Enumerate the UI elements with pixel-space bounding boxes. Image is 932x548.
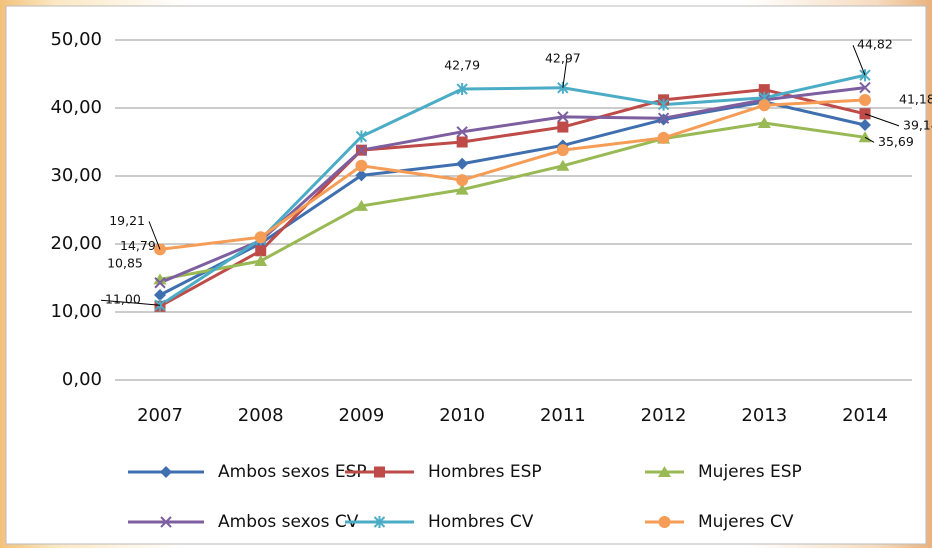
marker (355, 159, 368, 172)
marker (657, 131, 670, 144)
y-tick-label: 10,00 (50, 301, 102, 322)
data-label: 42,97 (545, 50, 581, 65)
marker (758, 84, 770, 96)
leader-line (852, 45, 866, 76)
y-tick-label: 0,00 (62, 369, 102, 390)
marker (153, 273, 167, 285)
marker (758, 99, 771, 112)
x-tick-label: 2011 (540, 405, 586, 426)
marker (455, 183, 469, 195)
marker (556, 144, 569, 157)
marker (859, 81, 871, 94)
y-tick-label: 20,00 (50, 233, 102, 254)
marker (657, 112, 670, 124)
y-tick-label: 50,00 (50, 29, 102, 50)
data-label: 41,18 (899, 91, 932, 106)
marker (154, 289, 166, 301)
series-line (159, 88, 866, 308)
x-tick-label: 2012 (641, 405, 687, 426)
legend-marker (160, 466, 172, 478)
marker (255, 245, 267, 257)
x-tick-label: 2014 (842, 405, 888, 426)
leader-line (100, 299, 161, 306)
marker (859, 93, 871, 106)
data-label: 14,79 (120, 238, 156, 253)
legend-label: Ambos sexos CV (218, 512, 359, 532)
x-tick-label: 2009 (339, 405, 385, 426)
marker (456, 157, 469, 170)
marker (456, 174, 469, 187)
series-line (159, 98, 866, 251)
legend-marker (374, 466, 385, 478)
marker (355, 130, 368, 143)
legend-label: Hombres CV (428, 512, 534, 532)
data-label: 42,79 (444, 58, 480, 73)
x-tick-label: 2013 (741, 405, 787, 426)
legend-label: Hombres ESP (428, 462, 542, 482)
leader-line (864, 113, 900, 127)
marker (557, 111, 569, 123)
legend-label: Ambos sexos ESP (218, 462, 367, 482)
legend-label: Mujeres CV (698, 512, 794, 532)
marker (354, 199, 368, 211)
marker (355, 144, 368, 156)
legend-marker (658, 516, 671, 528)
marker (859, 119, 871, 131)
series-line (159, 73, 866, 307)
data-label: 11,00 (105, 292, 141, 307)
marker (757, 116, 771, 128)
data-label: 39,14 (903, 117, 932, 132)
x-tick-label: 2007 (137, 405, 183, 426)
marker (355, 169, 368, 182)
marker (556, 159, 570, 171)
marker (456, 136, 468, 148)
marker (657, 98, 670, 111)
marker (456, 126, 468, 138)
x-tick-label: 2010 (439, 405, 485, 426)
data-label: 35,69 (878, 134, 914, 149)
y-tick-label: 30,00 (50, 165, 102, 186)
legend-marker (373, 516, 386, 528)
data-label: 19,21 (109, 213, 145, 228)
marker (254, 255, 268, 266)
data-label: 10,85 (107, 256, 143, 271)
series-line (159, 121, 866, 281)
leader-line (562, 58, 568, 88)
legend-label: Mujeres ESP (698, 462, 802, 482)
legend-marker (658, 466, 671, 477)
y-tick-label: 40,00 (50, 97, 102, 118)
leader-line (864, 136, 875, 143)
legend-marker (160, 516, 172, 528)
marker (254, 231, 267, 244)
data-label: 44,82 (857, 37, 893, 52)
marker (154, 277, 166, 289)
marker (557, 121, 569, 133)
marker (456, 83, 468, 96)
leader-line (148, 221, 161, 250)
marker (557, 81, 569, 94)
x-tick-label: 2008 (238, 405, 284, 426)
